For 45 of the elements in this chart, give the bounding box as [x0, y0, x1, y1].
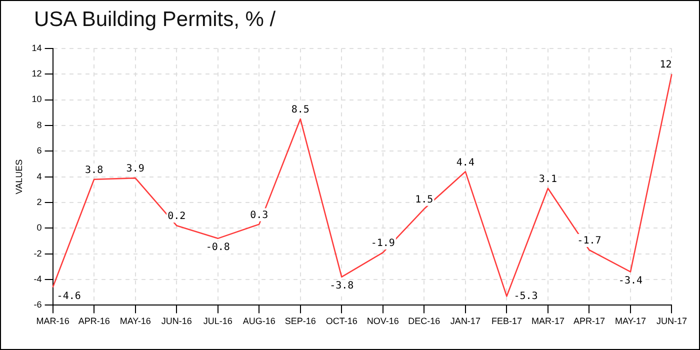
data-label: 12	[660, 60, 672, 71]
y-tick-label: 10	[32, 94, 42, 104]
data-label: -1.7	[577, 236, 602, 247]
x-tick-label: APR-16	[78, 316, 110, 326]
y-tick-label: 6	[36, 146, 42, 156]
data-label: 1.5	[415, 194, 434, 206]
y-tick-label: 8	[36, 120, 42, 130]
data-label: -3.8	[330, 280, 354, 292]
data-label: 8.5	[291, 104, 310, 116]
data-label: -3.4	[618, 275, 643, 286]
data-label: -0.8	[206, 242, 230, 254]
data-label: 0.2	[168, 211, 186, 222]
y-axis-title: VALUES	[14, 159, 24, 194]
y-tick-label: -2	[34, 248, 42, 258]
x-tick-label: JUN-17	[656, 316, 688, 326]
x-tick-label: MAR-16	[36, 316, 70, 326]
data-label: 4.4	[456, 157, 474, 168]
y-tick-label: 14	[32, 42, 42, 53]
x-tick-label: JUN-16	[161, 316, 192, 326]
y-tick-label: -4	[34, 274, 42, 284]
x-tick-label: AUG-16	[242, 316, 276, 326]
data-label: 3.1	[538, 174, 557, 185]
x-tick-label: MAR-17	[531, 316, 564, 326]
y-tick-label: 2	[36, 196, 42, 207]
chart-title: USA Building Permits, % /	[34, 8, 276, 32]
x-tick-label: MAY-17	[614, 316, 646, 326]
data-label: 3.8	[85, 164, 104, 176]
y-tick-label: 4	[36, 171, 42, 182]
y-tick-label: 12	[32, 68, 42, 79]
y-tick-label: -6	[34, 300, 42, 310]
x-tick-label: JAN-17	[450, 316, 480, 326]
data-label: 3.9	[126, 164, 144, 175]
x-tick-label: JUL-16	[203, 316, 232, 326]
y-tick-label: 0	[36, 222, 42, 233]
x-tick-label: SEP-16	[284, 316, 316, 326]
data-label: -5.3	[514, 290, 538, 302]
x-tick-label: DEC-16	[408, 316, 440, 326]
x-tick-label: FEB-17	[491, 316, 522, 326]
x-tick-label: OCT-16	[326, 316, 358, 326]
data-label: -4.6	[56, 290, 81, 302]
x-tick-label: APR-17	[573, 316, 605, 326]
x-tick-label: MAY-16	[120, 316, 151, 326]
data-label: -1.9	[370, 238, 395, 250]
x-tick-label: NOV-16	[366, 316, 399, 326]
data-label: 0.3	[250, 210, 268, 221]
